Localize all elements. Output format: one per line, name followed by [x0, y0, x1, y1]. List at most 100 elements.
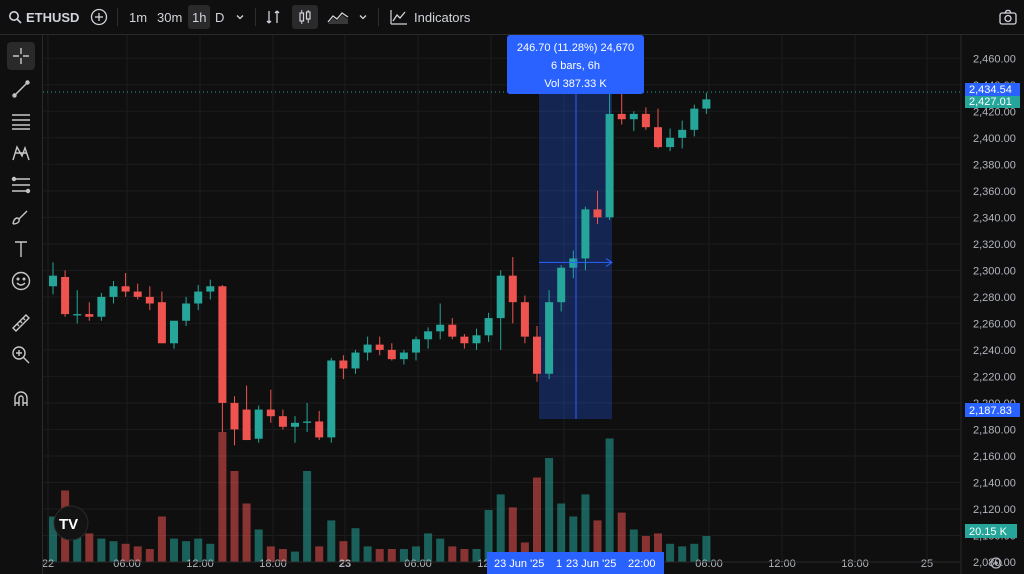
price-tick-label: 2,220.00: [973, 371, 1016, 383]
interval-1h[interactable]: 1h: [188, 5, 211, 29]
bar-replay-button[interactable]: [266, 5, 282, 29]
measure-tool[interactable]: [7, 309, 35, 337]
volume-bar: [690, 543, 699, 562]
settings-gear[interactable]: [990, 557, 1002, 569]
volume-bar: [121, 543, 130, 562]
volume-bar: [97, 538, 106, 562]
price-tag-current: 2,427.01: [969, 96, 1012, 108]
time-tag-left: 23 Jun '25: [494, 558, 544, 570]
price-axis[interactable]: 2,460.002,440.002,420.002,400.002,380.00…: [960, 35, 1016, 574]
zoom-tool[interactable]: [7, 341, 35, 369]
candle-body: [351, 352, 360, 369]
volume-bar: [291, 551, 299, 562]
crosshair-icon: [13, 48, 29, 64]
candle-body: [472, 335, 481, 344]
candle-body: [278, 416, 287, 427]
text-tool[interactable]: [7, 235, 35, 263]
volume-bar: [581, 494, 590, 562]
volume-bar: [315, 546, 324, 562]
price-chart[interactable]: 2,460.002,440.002,420.002,400.002,380.00…: [43, 35, 1024, 574]
volume-bar: [49, 516, 57, 562]
pattern-tool[interactable]: [7, 139, 35, 167]
interval-d[interactable]: D: [215, 9, 225, 25]
top-toolbar: ETHUSD 1m 30m 1h D Indicators: [0, 0, 1024, 35]
candles: [49, 84, 711, 446]
measure-bars: 6 bars, 6h: [551, 60, 600, 72]
horizontal-lines-tool[interactable]: [7, 107, 35, 135]
trend-line-tool[interactable]: [7, 75, 35, 103]
candle-body: [182, 303, 191, 321]
brush-tool[interactable]: [7, 203, 35, 231]
magnet-tool[interactable]: [7, 385, 35, 413]
volume-bar: [460, 549, 469, 562]
volume-bar: [593, 520, 602, 562]
candle-body: [557, 267, 566, 303]
plus-circle-icon: [90, 8, 108, 26]
measure-arrow-head: [605, 257, 613, 267]
candle-body: [375, 344, 384, 350]
candle-body: [436, 324, 445, 332]
replay-icon: [266, 10, 280, 24]
volume-bar: [218, 432, 227, 562]
candle-body: [424, 331, 433, 340]
emoji-tool[interactable]: [7, 267, 35, 295]
text-icon: [15, 241, 27, 257]
area-chart-icon: [327, 12, 349, 24]
candle-body: [690, 108, 699, 130]
volume-bar: [678, 546, 687, 562]
volume-bar: [472, 549, 481, 562]
candle-body: [605, 113, 614, 218]
interval-dropdown[interactable]: [235, 5, 245, 29]
price-tick-label: 2,300.00: [973, 265, 1016, 277]
volume-bar: [605, 438, 614, 562]
indicators-icon: [390, 10, 407, 25]
chart-style-dropdown[interactable]: [358, 5, 368, 29]
volume-bar: [545, 458, 554, 562]
volume-bar: [375, 549, 384, 562]
time-tick-label: 18:00: [841, 558, 869, 570]
candles-style-button[interactable]: [292, 5, 318, 29]
snapshot-button[interactable]: [999, 5, 1017, 29]
volume-bar: [145, 549, 154, 562]
candle-body: [73, 314, 82, 316]
axis-tags: 2,434.54 2,427.01 2,187.83 20.15 K 23 Ju…: [487, 83, 1020, 574]
chart-grid: [43, 35, 961, 563]
price-tick-label: 2,140.00: [973, 477, 1016, 489]
volume-bar: [133, 546, 142, 562]
candle-body: [412, 339, 420, 353]
area-style-button[interactable]: [327, 5, 349, 29]
volume-bar: [278, 549, 287, 562]
candle-body: [206, 286, 215, 292]
crosshair-tool[interactable]: [7, 42, 35, 70]
symbol-search[interactable]: ETHUSD: [8, 5, 79, 29]
volume-bar: [303, 471, 312, 562]
candle-body: [157, 302, 166, 344]
zoom-in-icon: [12, 346, 30, 364]
interval-1m[interactable]: 1m: [129, 9, 148, 25]
ruler-icon: [12, 314, 30, 332]
volume-bar: [424, 533, 433, 562]
volume-bar: [363, 546, 372, 562]
price-tag-bottom: 2,187.83: [969, 405, 1012, 417]
candle-body: [303, 421, 312, 423]
volume-bar: [254, 529, 263, 562]
volume-bar: [654, 533, 662, 562]
volume-tag: 20.15 K: [969, 526, 1008, 538]
time-tick-label: 12:00: [768, 558, 796, 570]
time-tick-label: 06:00: [695, 558, 723, 570]
candle-body: [133, 291, 142, 297]
candle-body: [242, 409, 251, 441]
tradingview-logo: TV: [53, 505, 89, 541]
interval-30m[interactable]: 30m: [157, 9, 183, 25]
svg-text:TV: TV: [59, 516, 78, 533]
measure-info-box: 246.70 (11.28%) 24,670 6 bars, 6h Vol 38…: [507, 35, 644, 94]
indicators-button[interactable]: Indicators: [390, 5, 470, 29]
volume-bar: [557, 503, 566, 562]
candle-body: [363, 344, 372, 353]
compare-button[interactable]: [90, 5, 108, 29]
volume-bar: [508, 507, 517, 562]
fib-tool[interactable]: [7, 171, 35, 199]
candle-body: [654, 127, 662, 148]
candle-body: [593, 209, 602, 218]
price-tick-label: 2,340.00: [973, 212, 1016, 224]
